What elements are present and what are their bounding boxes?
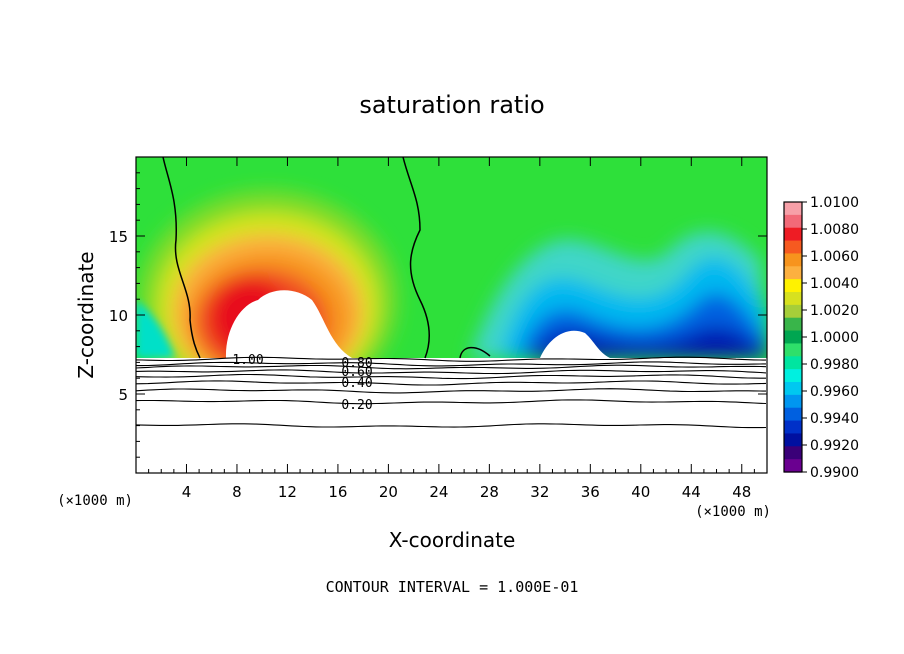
colorbar-label: 0.9920 bbox=[810, 438, 859, 454]
x-tick-label-8: 8 bbox=[232, 483, 242, 501]
colorbar-swatch bbox=[784, 394, 802, 409]
colorbar-swatch bbox=[784, 214, 802, 229]
x-tick-label-24: 24 bbox=[429, 483, 448, 501]
y-tick-label-5: 5 bbox=[118, 386, 128, 404]
colorbar-swatch bbox=[784, 317, 802, 332]
contour-line bbox=[136, 364, 767, 370]
colorbar-swatch bbox=[784, 382, 802, 396]
contour-label-020: 0.20 bbox=[341, 398, 372, 413]
colorbar-swatch bbox=[784, 343, 802, 357]
colorbar-swatch bbox=[784, 279, 802, 293]
colorbar-swatch bbox=[784, 433, 802, 447]
colorbar: 1.0100 1.0080 1.0060 1.0040 1.0020 1.0000 0.99… bbox=[783, 195, 859, 481]
x-unit-right: (×1000 m) bbox=[695, 504, 771, 520]
colorbar-swatch bbox=[784, 407, 802, 422]
x-tick-label-4: 4 bbox=[182, 483, 192, 501]
contour-label-080: 0.80 bbox=[341, 356, 372, 371]
colorbar-swatch bbox=[784, 459, 802, 473]
colorbar-label: 0.9960 bbox=[810, 384, 859, 400]
x-tick-label-40: 40 bbox=[631, 483, 650, 501]
x-tick-label-16: 16 bbox=[328, 483, 347, 501]
colorbar-label: 1.0020 bbox=[810, 303, 859, 319]
colorbar-swatch bbox=[784, 446, 802, 460]
contour-line bbox=[136, 361, 767, 367]
y-tick-label-10: 10 bbox=[109, 307, 128, 325]
x-unit-left: (×1000 m) bbox=[57, 493, 133, 509]
colorbar-swatch bbox=[784, 266, 802, 280]
colorbar-swatch bbox=[784, 227, 802, 242]
contour-label-100: 1.00 bbox=[232, 353, 263, 368]
colorbar-swatch bbox=[784, 356, 802, 370]
saturation-field bbox=[136, 157, 767, 473]
colorbar-label: 1.0000 bbox=[810, 330, 859, 346]
colorbar-swatch bbox=[784, 240, 802, 255]
x-tick-label-48: 48 bbox=[732, 483, 751, 501]
chart-title: saturation ratio bbox=[359, 91, 544, 119]
contour-line bbox=[136, 380, 767, 386]
y-axis: 5 10 15 bbox=[109, 172, 767, 458]
colorbar-label: 1.0080 bbox=[810, 222, 859, 238]
colorbar-swatch bbox=[784, 330, 802, 345]
colorbar-swatch bbox=[784, 202, 802, 216]
y-axis-label: Z-coordinate bbox=[74, 251, 98, 378]
x-tick-label-12: 12 bbox=[278, 483, 297, 501]
contour-line bbox=[136, 356, 767, 362]
colorbar-label: 0.9940 bbox=[810, 411, 859, 427]
colorbar-swatch bbox=[784, 420, 802, 435]
colorbar-swatch bbox=[784, 304, 802, 319]
x-tick-label-44: 44 bbox=[682, 483, 701, 501]
colorbar-label: 1.0040 bbox=[810, 276, 859, 292]
contour-labels: 1.00 0.80 0.60 0.40 0.20 bbox=[232, 353, 372, 413]
contour-label-060: 0.60 bbox=[341, 365, 372, 380]
contour-interval-note: CONTOUR INTERVAL = 1.000E-01 bbox=[326, 578, 579, 596]
colorbar-swatch bbox=[784, 292, 802, 306]
colorbar-label: 0.9900 bbox=[810, 465, 859, 481]
contour-line bbox=[136, 399, 767, 405]
x-tick-label-32: 32 bbox=[530, 483, 549, 501]
contour-line bbox=[136, 373, 766, 380]
colorbar-swatch bbox=[784, 369, 802, 383]
x-tick-label-28: 28 bbox=[480, 483, 499, 501]
colorbar-label: 1.0100 bbox=[810, 195, 859, 211]
contour-line bbox=[136, 388, 767, 394]
colorbar-label: 1.0060 bbox=[810, 249, 859, 265]
colorbar-label: 0.9980 bbox=[810, 357, 859, 373]
contour-lines bbox=[136, 356, 767, 429]
x-axis-label: X-coordinate bbox=[389, 528, 516, 552]
x-tick-label-36: 36 bbox=[581, 483, 600, 501]
x-axis: 4 8 12 16 20 24 28 32 36 40 44 48 bbox=[148, 157, 755, 501]
contour-line bbox=[136, 423, 767, 429]
x-tick-label-20: 20 bbox=[379, 483, 398, 501]
y-tick-label-15: 15 bbox=[109, 228, 128, 246]
contour-line bbox=[136, 369, 767, 375]
contour-label-040: 0.40 bbox=[341, 376, 372, 391]
colorbar-swatch bbox=[784, 253, 802, 267]
